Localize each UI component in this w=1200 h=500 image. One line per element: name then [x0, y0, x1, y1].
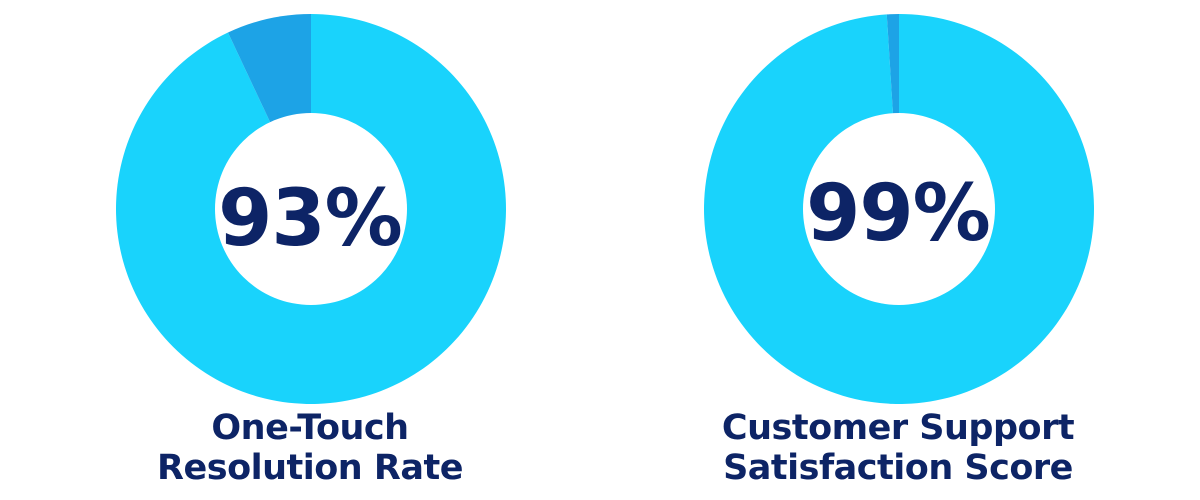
resolution-rate-caption: One-Touch Resolution Rate	[60, 408, 560, 488]
caption-line-2: Resolution Rate	[157, 448, 463, 488]
chart-1-donut-hole	[215, 113, 407, 305]
caption-line-2: Satisfaction Score	[723, 448, 1073, 488]
chart-2-donut-hole	[803, 113, 995, 305]
resolution-rate-value: 93%	[218, 174, 403, 264]
satisfaction-score-value: 99%	[806, 169, 991, 259]
satisfaction-score-caption: Customer Support Satisfaction Score	[648, 408, 1148, 488]
caption-line-1: One-Touch	[211, 408, 409, 448]
caption-line-1: Customer Support	[721, 408, 1075, 448]
